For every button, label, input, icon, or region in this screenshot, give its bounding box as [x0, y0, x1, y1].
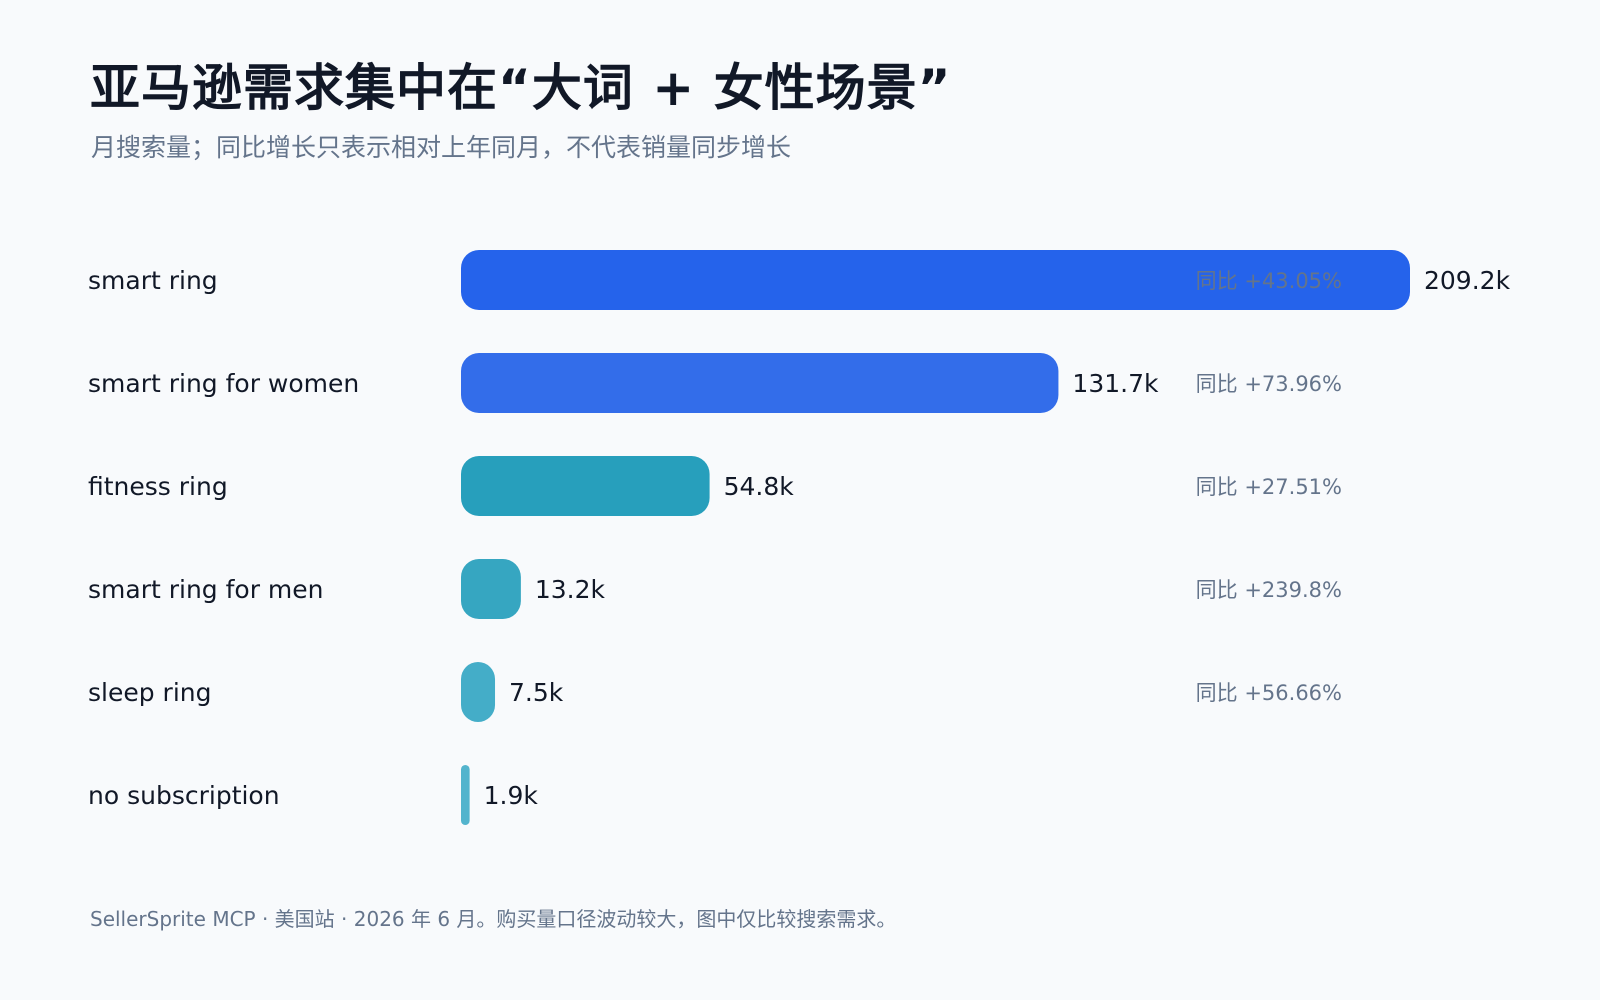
bar: [461, 662, 496, 722]
bar: [461, 559, 521, 619]
yoy-label: 同比 +43.05%: [1196, 269, 1342, 293]
category-label: fitness ring: [88, 472, 228, 501]
yoy-label: 同比 +239.8%: [1196, 578, 1342, 602]
category-label: no subscription: [88, 781, 280, 810]
yoy-label: 同比 +73.96%: [1196, 372, 1342, 396]
value-label: 1.9k: [484, 781, 539, 810]
value-label: 209.2k: [1424, 266, 1511, 295]
chart-footer: SellerSprite MCP · 美国站 · 2026 年 6 月。购买量口…: [90, 907, 897, 931]
category-label: smart ring: [88, 266, 218, 295]
value-label: 54.8k: [724, 472, 795, 501]
value-label: 13.2k: [535, 575, 606, 604]
category-label: sleep ring: [88, 678, 212, 707]
value-label: 131.7k: [1072, 369, 1159, 398]
yoy-label: 同比 +56.66%: [1196, 681, 1342, 705]
chart-title: 亚马逊需求集中在“大词 + 女性场景”: [90, 59, 952, 117]
bar: [461, 765, 470, 825]
bar: [461, 250, 1410, 310]
value-label: 7.5k: [509, 678, 564, 707]
chart-subtitle: 月搜索量；同比增长只表示相对上年同月，不代表销量同步增长: [91, 133, 792, 162]
category-label: smart ring for men: [88, 575, 324, 604]
bar: [461, 353, 1059, 413]
yoy-label: 同比 +27.51%: [1196, 475, 1342, 499]
category-label: smart ring for women: [88, 369, 359, 398]
bar: [461, 456, 710, 516]
